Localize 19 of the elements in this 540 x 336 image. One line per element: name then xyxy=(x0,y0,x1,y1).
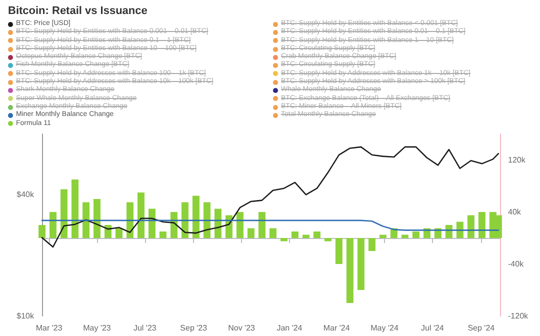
y2-tick-label: 120k xyxy=(508,155,526,164)
x-tick-label: Mar '23 xyxy=(36,323,63,332)
x-tick-label: Nov '23 xyxy=(228,323,256,332)
x-tick-label: Sep '24 xyxy=(468,323,496,332)
x-tick-label: Sep '23 xyxy=(180,323,208,332)
line-series xyxy=(41,220,500,231)
x-tick-label: Jan '24 xyxy=(276,323,303,332)
y-tick-label: $40k xyxy=(16,190,35,200)
x-tick-label: May '24 xyxy=(370,323,399,332)
x-tick-label: Jul '24 xyxy=(421,323,444,332)
y2-tick-label: -120k xyxy=(508,311,530,320)
x-tick-label: Mar '24 xyxy=(323,323,350,332)
x-tick-label: May '23 xyxy=(83,323,112,332)
y2-tick-label: 40k xyxy=(508,207,522,216)
y2-tick-label: -40k xyxy=(508,259,525,268)
x-tick-label: Jul '23 xyxy=(133,323,157,332)
y-tick-label: $10k xyxy=(16,311,35,320)
chart-title: Bitcoin: Retail vs Issuance xyxy=(7,4,148,19)
line-series xyxy=(41,146,500,248)
